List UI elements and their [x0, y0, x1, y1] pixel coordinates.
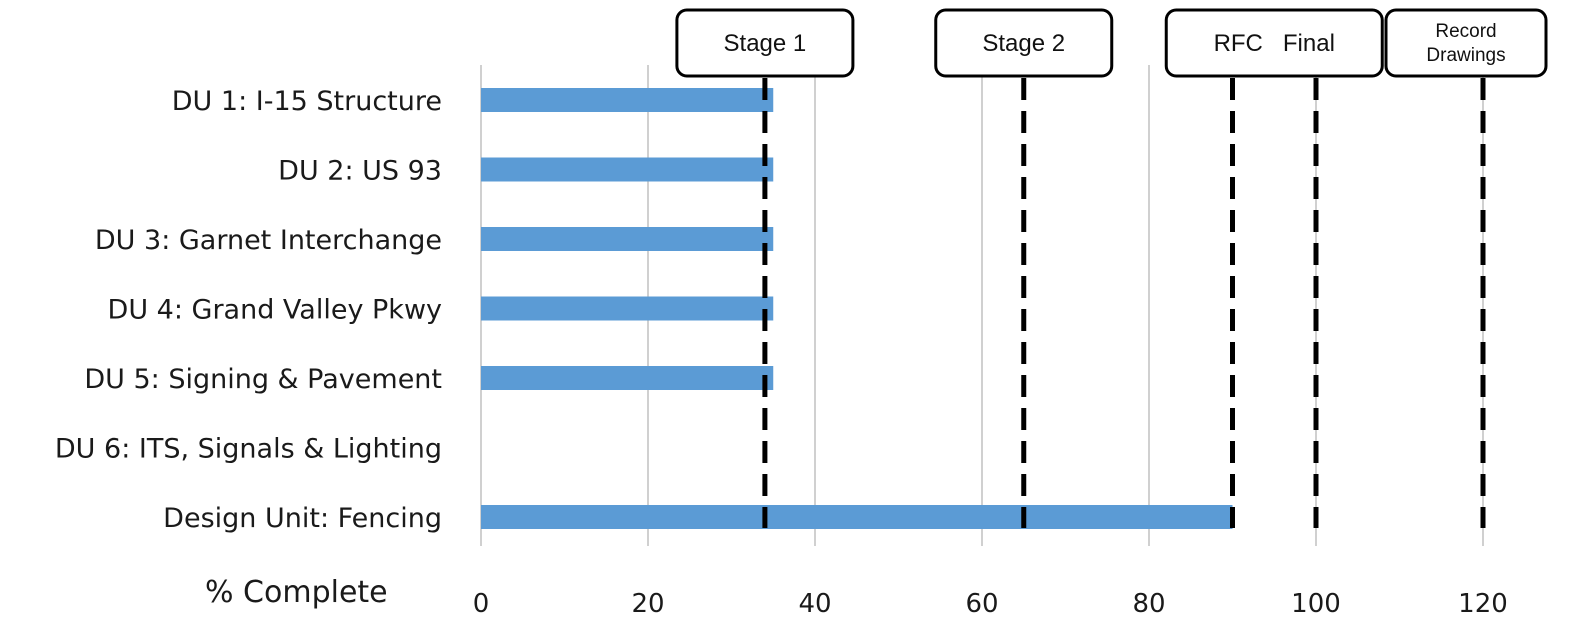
milestone-box-4 — [1384, 8, 1548, 78]
x-tick-label-40: 40 — [798, 589, 831, 619]
category-label-7: Design Unit: Fencing — [163, 503, 442, 534]
bar-layer — [481, 88, 1233, 529]
x-tick-label-20: 20 — [631, 589, 664, 619]
x-tick-label-120: 120 — [1458, 589, 1508, 619]
category-label-4: DU 4: Grand Valley Pkwy — [108, 295, 442, 326]
category-label-1: DU 1: I-15 Structure — [172, 86, 442, 117]
milestone-label-3: RFC Final — [1214, 30, 1335, 57]
bar-3 — [481, 227, 774, 251]
milestone-label-1: Stage 1 — [724, 30, 807, 57]
milestone-layer: Stage 1 Stage 2 RFC Final Record Drawings — [675, 8, 1548, 528]
bar-5 — [481, 366, 774, 390]
category-label-2: DU 2: US 93 — [278, 156, 442, 187]
bar-7 — [481, 505, 1233, 529]
x-axis-title: % Complete — [205, 575, 388, 610]
milestone-box-3 — [1164, 8, 1384, 78]
category-label-5: DU 5: Signing & Pavement — [84, 364, 442, 395]
bar-2 — [481, 157, 774, 182]
milestone-label-2: Stage 2 — [982, 30, 1065, 57]
x-tick-label-0: 0 — [473, 589, 490, 619]
category-label-3: DU 3: Garnet Interchange — [95, 225, 442, 256]
x-tick-label-100: 100 — [1291, 589, 1341, 619]
milestone-label-4-line-2: Drawings — [1426, 45, 1505, 66]
x-tick-label-80: 80 — [1132, 589, 1165, 619]
x-tick-label-60: 60 — [965, 589, 998, 619]
milestone-box-2 — [934, 8, 1114, 78]
category-label-6: DU 6: ITS, Signals & Lighting — [55, 434, 442, 465]
bar-4 — [481, 296, 774, 321]
bar-1 — [481, 88, 774, 112]
milestone-box-1 — [675, 8, 855, 78]
label-layer: 0 20 40 60 80 100 120 DU 1: I-15 Structure DU 2:… — [55, 86, 1508, 619]
milestone-label-4-line-1: Record — [1435, 21, 1496, 42]
